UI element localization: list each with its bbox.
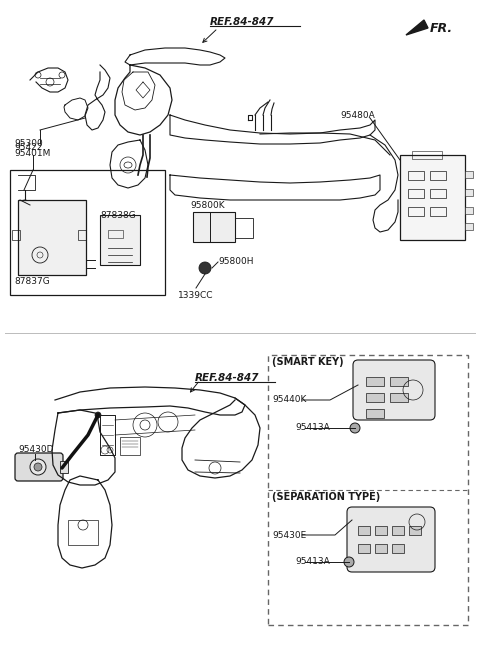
Bar (358, 526, 370, 535)
Bar (358, 544, 370, 553)
Bar (400, 155, 465, 240)
FancyBboxPatch shape (353, 360, 435, 420)
Text: 87837G: 87837G (14, 278, 50, 286)
Text: 95440K: 95440K (272, 396, 306, 405)
Circle shape (199, 262, 211, 274)
Text: 95422: 95422 (14, 143, 42, 153)
Bar (375, 544, 387, 553)
Bar (193, 212, 235, 242)
Text: 95413A: 95413A (295, 424, 330, 432)
Bar (430, 207, 446, 216)
Bar (465, 171, 473, 178)
Text: 95401M: 95401M (14, 149, 50, 157)
Text: 1339CC: 1339CC (178, 291, 214, 299)
Bar (120, 437, 140, 455)
Text: 95480A: 95480A (340, 111, 375, 119)
Bar (78, 230, 86, 240)
Bar (390, 393, 408, 402)
Text: FR.: FR. (430, 22, 453, 35)
Circle shape (350, 423, 360, 433)
Bar (392, 526, 404, 535)
Bar (375, 526, 387, 535)
Bar (10, 170, 165, 295)
Text: REF.84-847: REF.84-847 (210, 17, 275, 27)
Text: 87838G: 87838G (100, 210, 136, 219)
Bar (12, 230, 20, 240)
Bar (100, 215, 140, 265)
Text: REF.84-847: REF.84-847 (195, 373, 260, 383)
Circle shape (344, 557, 354, 567)
Bar (392, 544, 404, 553)
Circle shape (30, 459, 46, 475)
Bar (235, 218, 253, 238)
Bar (412, 151, 442, 159)
Bar (430, 171, 446, 180)
Bar (68, 520, 98, 545)
Text: (SEPARATION TYPE): (SEPARATION TYPE) (272, 492, 380, 502)
Bar (60, 461, 68, 473)
Bar (465, 207, 473, 214)
Bar (408, 207, 424, 216)
Bar (430, 189, 446, 198)
Bar (366, 393, 384, 402)
Bar (408, 171, 424, 180)
Bar (390, 377, 408, 386)
Bar (18, 200, 86, 275)
Bar (366, 377, 384, 386)
Circle shape (95, 412, 101, 418)
Text: 95413A: 95413A (295, 557, 330, 567)
Text: 95800H: 95800H (218, 257, 253, 267)
FancyBboxPatch shape (347, 507, 435, 572)
Bar (268, 355, 468, 625)
Bar (465, 189, 473, 196)
Bar (108, 230, 123, 238)
Bar (465, 223, 473, 230)
Polygon shape (406, 20, 428, 35)
Bar (366, 409, 384, 418)
Circle shape (34, 463, 42, 471)
Text: 95300: 95300 (14, 138, 43, 147)
Text: 95430D: 95430D (18, 445, 53, 455)
Bar (408, 189, 424, 198)
Bar (409, 526, 421, 535)
FancyBboxPatch shape (15, 453, 63, 481)
Text: (SMART KEY): (SMART KEY) (272, 357, 344, 367)
Text: 95800K: 95800K (190, 200, 225, 210)
Text: 95430E: 95430E (272, 531, 306, 540)
